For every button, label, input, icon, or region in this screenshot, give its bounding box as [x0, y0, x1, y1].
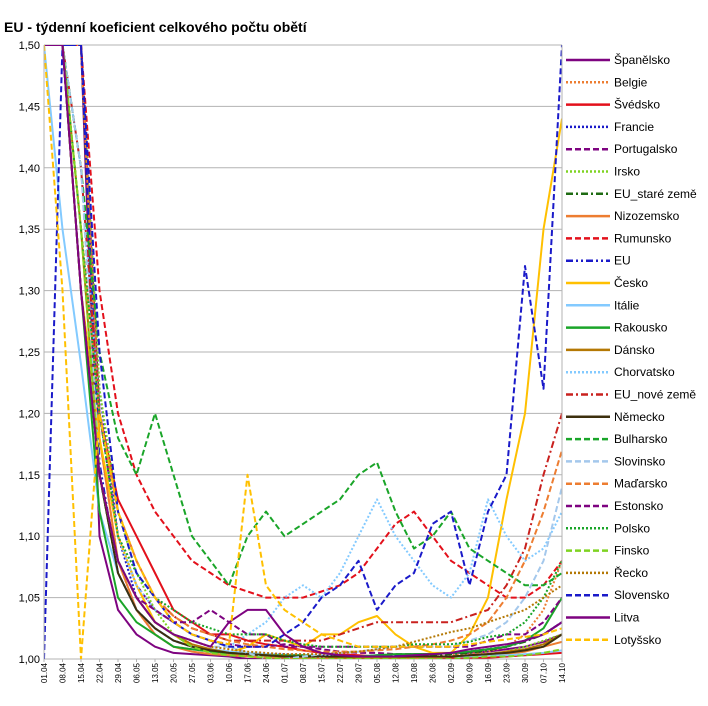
x-tick-label: 29.04	[114, 662, 123, 683]
x-tick-label: 23.09	[503, 662, 512, 683]
legend-label: Maďarsko	[614, 477, 668, 491]
chart-title: EU - týdenní koeficient celkového počtu …	[4, 19, 308, 35]
x-tick-label: 12.08	[392, 662, 401, 683]
x-tick-label: 26.08	[429, 662, 438, 683]
legend-label: Itálie	[614, 298, 640, 312]
legend-label: Estonsko	[614, 499, 664, 513]
legend-label: Chorvatsko	[614, 365, 675, 379]
y-tick-label: 1,10	[19, 531, 40, 543]
x-tick-label: 10.06	[225, 662, 234, 683]
x-tick-label: 24.06	[262, 662, 271, 683]
series-line	[44, 45, 562, 658]
y-tick-label: 1,35	[19, 224, 40, 236]
x-tick-label: 01.07	[281, 662, 290, 683]
series-line	[44, 45, 562, 659]
x-tick-label: 13.05	[151, 662, 160, 683]
legend-label: Polsko	[614, 521, 650, 535]
series-line	[44, 45, 562, 642]
legend-label: Řecko	[614, 565, 648, 580]
legend: Španělsko Belgie Švédsko Francie Portugalsko…	[566, 52, 697, 647]
series-line	[44, 45, 562, 648]
legend-label: Francie	[614, 120, 654, 134]
series-line	[44, 45, 562, 653]
x-tick-label: 08.04	[59, 662, 68, 683]
y-tick-label: 1,45	[19, 101, 40, 113]
legend-label: Rumunsko	[614, 231, 672, 245]
axes: 1,00 1,05 1,10 1,15 1,20 1,25 1,30 1,35 1,40 1,45…	[19, 40, 567, 683]
y-tick-label: 1,15	[19, 470, 40, 482]
x-tick-label: 05.08	[373, 662, 382, 683]
legend-label: Rakousko	[614, 321, 668, 335]
x-tick-label: 03.06	[207, 662, 216, 683]
x-tick-label: 07.10	[540, 662, 549, 683]
legend-label: Slovinsko	[614, 454, 666, 468]
x-tick-label: 19.08	[410, 662, 419, 683]
x-tick-label: 15.04	[77, 662, 86, 683]
legend-label: Lotyšsko	[614, 633, 662, 647]
legend-label: Bulharsko	[614, 432, 668, 446]
legend-label: Slovensko	[614, 588, 670, 602]
legend-label: Litva	[614, 611, 640, 625]
legend-label: Německo	[614, 410, 665, 424]
x-tick-label: 09.09	[466, 662, 475, 683]
series-line	[44, 45, 562, 587]
y-tick-label: 1,50	[19, 40, 40, 52]
x-tick-label: 22.04	[96, 662, 105, 683]
legend-label: Finsko	[614, 544, 650, 558]
y-tick-label: 1,30	[19, 286, 40, 298]
x-tick-label: 02.09	[447, 662, 456, 683]
legend-label: EU_staré země	[614, 187, 697, 201]
legend-label: Česko	[614, 275, 648, 290]
series-line	[44, 45, 562, 659]
legend-label: Belgie	[614, 75, 648, 89]
series-line	[44, 45, 562, 659]
x-tick-label: 08.07	[299, 662, 308, 683]
x-tick-label: 27.05	[188, 662, 197, 683]
legend-label: EU	[614, 254, 631, 268]
x-tick-label: 14.10	[558, 662, 567, 683]
x-tick-label: 22.07	[336, 662, 345, 683]
x-tick-label: 01.04	[40, 662, 49, 683]
y-tick-label: 1,40	[19, 163, 40, 175]
series-line	[44, 45, 562, 658]
series-line	[44, 45, 562, 599]
y-tick-label: 1,00	[19, 654, 40, 666]
series-line	[44, 45, 562, 658]
series-line	[44, 45, 562, 648]
legend-label: EU_nové země	[614, 388, 696, 402]
y-tick-label: 1,05	[19, 593, 40, 605]
x-tick-label: 15.07	[318, 662, 327, 683]
x-tick-label: 29.07	[355, 662, 364, 683]
x-tick-label: 16.09	[484, 662, 493, 683]
x-tick-label: 30.09	[521, 662, 530, 683]
series-layer	[44, 45, 562, 659]
legend-label: Portugalsko	[614, 142, 678, 156]
legend-label: Dánsko	[614, 343, 655, 357]
x-tick-label: 06.05	[133, 662, 142, 683]
legend-label: Irsko	[614, 165, 640, 179]
y-tick-label: 1,20	[19, 408, 40, 420]
legend-label: Švédsko	[614, 97, 660, 112]
x-tick-label: 17.06	[244, 662, 253, 683]
legend-label: Nizozemsko	[614, 209, 680, 223]
x-tick-label: 20.05	[170, 662, 179, 683]
legend-label: Španělsko	[614, 52, 670, 67]
y-tick-label: 1,25	[19, 347, 40, 359]
